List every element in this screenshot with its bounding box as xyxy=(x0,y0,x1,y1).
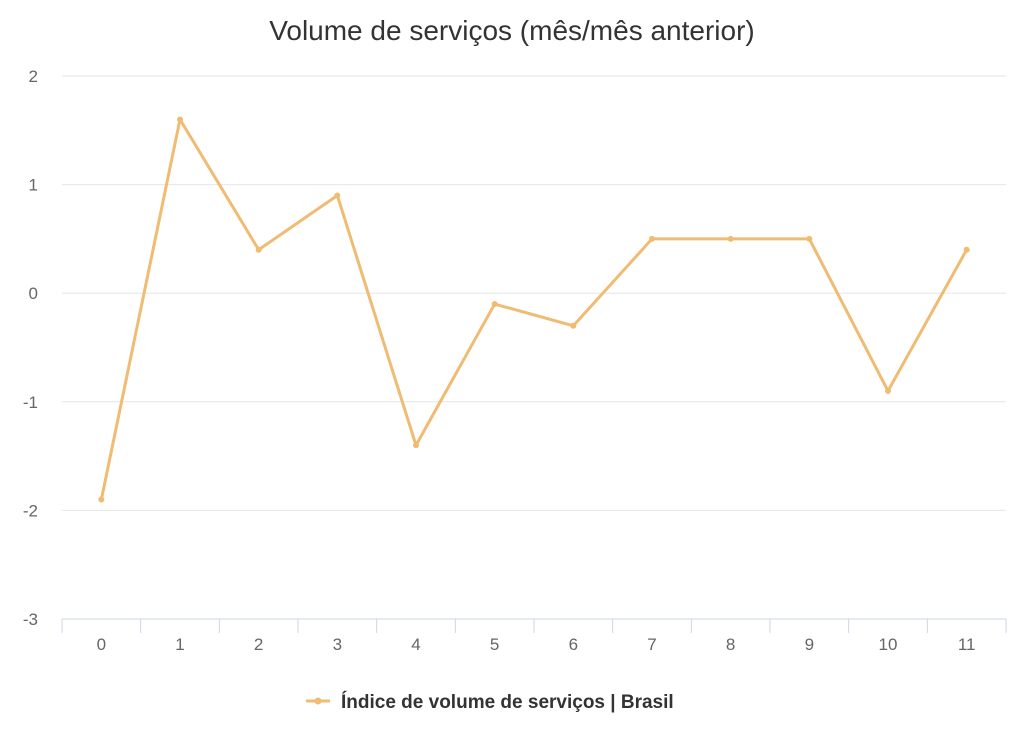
data-point[interactable] xyxy=(727,235,734,242)
series-line[interactable] xyxy=(99,117,969,502)
x-tick-label: 5 xyxy=(490,635,499,654)
legend-series-dot-marker xyxy=(314,697,322,705)
x-tick-label: 1 xyxy=(175,635,184,654)
legend[interactable]: Índice de volume de serviços | Brasil xyxy=(306,691,674,713)
data-point[interactable] xyxy=(98,496,105,503)
x-axis xyxy=(61,618,1007,633)
x-tick-label: 4 xyxy=(411,635,420,654)
series-layer xyxy=(98,116,970,503)
y-tick-label: 0 xyxy=(29,284,38,303)
x-tick-label: 3 xyxy=(333,635,342,654)
y-tick-label: 1 xyxy=(29,176,38,195)
x-tick-label: 8 xyxy=(726,635,735,654)
data-point[interactable] xyxy=(806,235,813,242)
legend-item-label: Índice de volume de serviços | Brasil xyxy=(341,691,674,713)
x-tick-label: 10 xyxy=(879,635,898,654)
x-tick-label: 2 xyxy=(254,635,263,654)
y-tick-label: -2 xyxy=(23,501,38,520)
data-point[interactable] xyxy=(491,301,498,308)
y-tick-label: -1 xyxy=(23,393,38,412)
y-tick-label: 2 xyxy=(29,67,38,86)
data-point[interactable] xyxy=(649,235,655,242)
data-point[interactable] xyxy=(885,387,891,394)
y-tick-label: -3 xyxy=(23,610,38,629)
chart-title: Volume de serviços (mês/mês anterior) xyxy=(269,15,755,46)
data-point[interactable] xyxy=(570,322,577,329)
x-tick-label: 0 xyxy=(97,635,106,654)
y-axis-tick-labels: 2 1 0 -1 -2 -3 xyxy=(23,67,38,629)
data-point[interactable] xyxy=(255,246,262,253)
x-tick-label: 9 xyxy=(805,635,814,654)
grid-lines xyxy=(62,75,1006,511)
data-point[interactable] xyxy=(334,192,341,199)
x-tick-label: 6 xyxy=(569,635,578,654)
x-tick-label: 11 xyxy=(958,635,976,654)
x-tick-label: 7 xyxy=(647,635,656,654)
x-axis-tick-labels: 0 1 2 3 4 5 6 7 8 9 10 11 xyxy=(97,635,976,654)
data-point[interactable] xyxy=(963,246,970,253)
data-point[interactable] xyxy=(177,116,183,123)
data-point[interactable] xyxy=(413,442,419,449)
